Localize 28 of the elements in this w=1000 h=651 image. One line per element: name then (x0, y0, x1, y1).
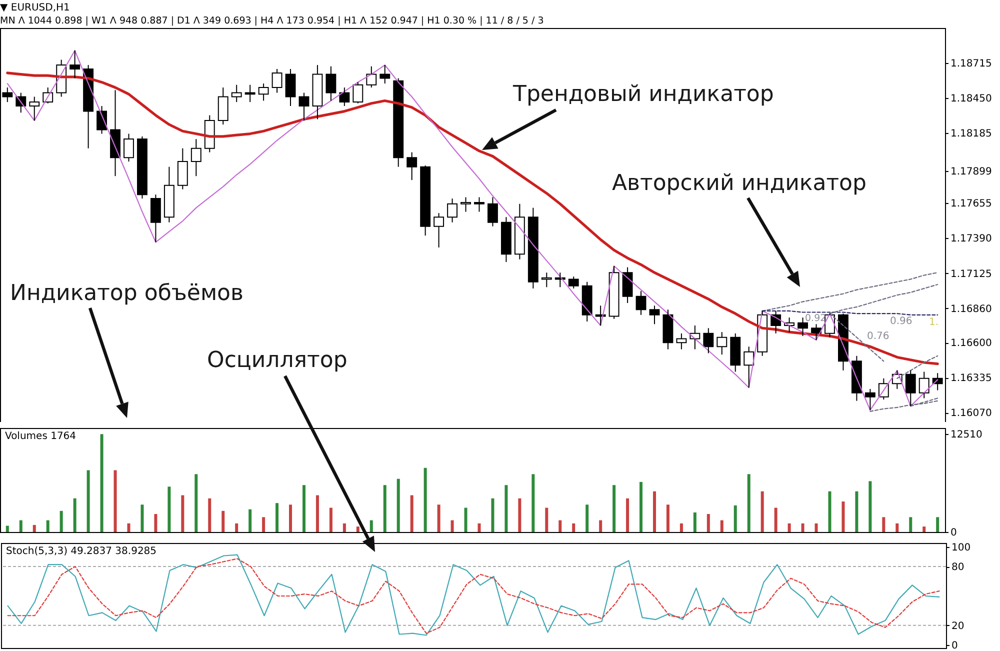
y-tick-label: 1.16600 (950, 338, 992, 350)
y-tick-label: 1.17655 (950, 198, 992, 210)
y-tick-label: 1.17899 (950, 166, 992, 178)
chart-title: ▼ EURUSD,H1 (0, 2, 70, 14)
annotation: 0.76 (867, 331, 890, 342)
y-tick-label: 0 (950, 528, 957, 538)
chart-title: Stoch(5,3,3) 49.2837 38.9285 (6, 546, 157, 557)
y-tick-label: 1.18185 (950, 128, 992, 140)
y-tick-label: 80 (952, 562, 964, 574)
chart-subtitle: MN Λ 1044 0.898 | W1 Λ 948 0.887 | D1 Λ 349 0.693 | H4 Λ 173 0.954 | H1 Λ 152 0.947 | H1 0.30 % | 11 / 8 / 5 / 3 (0, 16, 544, 26)
y-tick-label: 20 (952, 620, 964, 632)
annotation: Авторский индикатор (612, 171, 866, 196)
y-tick-label: 1.17390 (950, 234, 992, 245)
y-tick-label: 1.18450 (950, 94, 992, 105)
y-tick-label: 1.16070 (950, 408, 992, 420)
y-tick-label: 100 (952, 542, 971, 554)
y-tick-label: 0 (952, 640, 958, 651)
annotation: Трендовый индикатор (512, 82, 774, 107)
y-tick-label: 1.18715 (950, 58, 992, 70)
y-tick-label: 12510 (950, 430, 982, 441)
annotation: 0.96 (890, 316, 912, 327)
annotation: Индикатор объёмов (10, 281, 244, 306)
y-tick-label: 1.16335 (950, 373, 992, 384)
annotation: 1. (929, 317, 939, 328)
annotation: Осциллятор (207, 348, 348, 373)
y-tick-label: 1.16860 (950, 304, 992, 315)
chart-title: Volumes 1764 (5, 431, 76, 442)
y-tick-label: 1.17125 (950, 268, 992, 280)
